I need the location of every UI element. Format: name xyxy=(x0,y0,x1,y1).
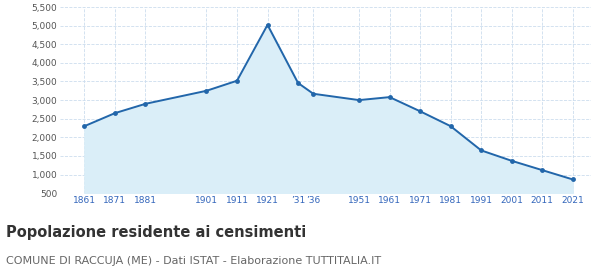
Text: Popolazione residente ai censimenti: Popolazione residente ai censimenti xyxy=(6,225,306,241)
Text: COMUNE DI RACCUJA (ME) - Dati ISTAT - Elaborazione TUTTITALIA.IT: COMUNE DI RACCUJA (ME) - Dati ISTAT - El… xyxy=(6,256,381,266)
